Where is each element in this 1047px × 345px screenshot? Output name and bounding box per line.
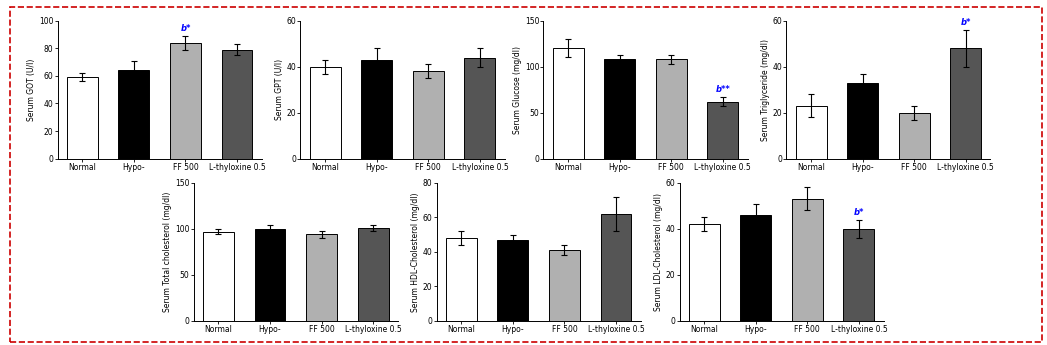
Bar — [689, 224, 719, 321]
Bar — [497, 240, 529, 321]
Bar — [655, 59, 687, 159]
Bar — [170, 43, 201, 159]
Bar — [465, 58, 495, 159]
Y-axis label: Serum GPT (U/l): Serum GPT (U/l) — [274, 59, 284, 120]
Bar — [446, 238, 476, 321]
Y-axis label: Serum LDL-Cholesterol (mg/dl): Serum LDL-Cholesterol (mg/dl) — [653, 193, 663, 311]
Bar — [844, 229, 874, 321]
Text: b*: b* — [960, 18, 971, 27]
Bar — [361, 60, 393, 159]
Bar — [118, 70, 150, 159]
Bar — [553, 48, 583, 159]
Bar — [413, 71, 444, 159]
Bar — [601, 214, 631, 321]
Bar — [847, 83, 878, 159]
Bar — [792, 199, 823, 321]
Bar — [358, 228, 388, 321]
Bar — [203, 231, 233, 321]
Bar — [898, 113, 930, 159]
Bar — [951, 48, 981, 159]
Y-axis label: Serum GOT (U/l): Serum GOT (U/l) — [27, 59, 37, 121]
Text: b*: b* — [180, 24, 191, 33]
Bar — [796, 106, 826, 159]
Y-axis label: Serum HDL-Cholesterol (mg/dl): Serum HDL-Cholesterol (mg/dl) — [410, 192, 420, 312]
Bar — [222, 50, 252, 159]
Text: b**: b** — [715, 85, 730, 94]
Bar — [310, 67, 340, 159]
Bar — [740, 215, 772, 321]
Bar — [604, 59, 636, 159]
Bar — [254, 229, 286, 321]
Bar — [549, 250, 580, 321]
Bar — [306, 234, 337, 321]
Y-axis label: Serum Triglyceride (mg/dl): Serum Triglyceride (mg/dl) — [760, 39, 770, 141]
Bar — [67, 77, 97, 159]
Text: b*: b* — [853, 208, 864, 217]
Y-axis label: Serum Glucose (mg/dl): Serum Glucose (mg/dl) — [513, 46, 522, 134]
Bar — [708, 102, 738, 159]
Y-axis label: Serum Total cholesterol (mg/dl): Serum Total cholesterol (mg/dl) — [163, 192, 173, 312]
